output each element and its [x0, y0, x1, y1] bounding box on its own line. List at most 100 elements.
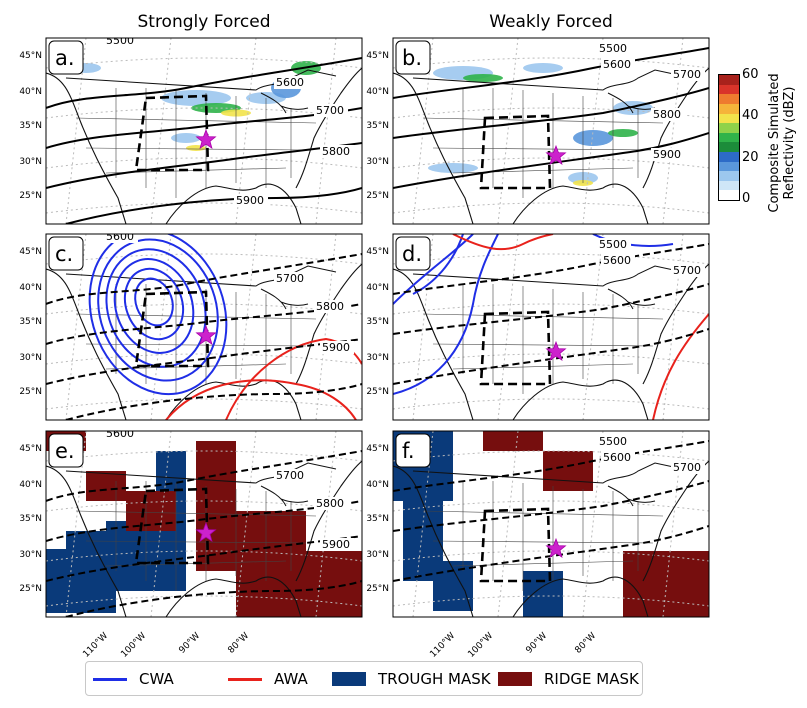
panel-label: f. [402, 439, 415, 463]
map-panel-e: 5600 5700 5800 5900 e. 45°N 40°N 35°N 30°N 25°N [19, 430, 363, 618]
height-contour [46, 253, 362, 305]
map-panel-a: 5500 5600 5700 5800 5900 a. 45°N 40°N 35°N 30°N 25… [19, 34, 363, 225]
analysis-domain-box [479, 310, 552, 386]
cwa-contour [123, 267, 185, 341]
legend-item-awa: AWA [228, 670, 308, 688]
colorbar-tick-40: 40 [742, 108, 759, 123]
analysis-domain-box [479, 114, 552, 190]
location-star-icon [545, 537, 567, 559]
latitude-label: 45°N [19, 247, 42, 257]
longitude-label: 110°W [81, 631, 110, 660]
colorbar-label-line2: Reflectivity (dBZ) [782, 86, 797, 200]
longitude-label: 100°W [119, 631, 148, 660]
contour-label-bg [274, 469, 308, 482]
panel-label: b. [402, 46, 422, 70]
latitude-label: 25°N [19, 191, 42, 201]
latitude-label: 30°N [19, 353, 42, 363]
colorbar-tick-0: 0 [742, 191, 751, 206]
legend: CWA AWA TROUGH MASK RIDGE MASK [85, 661, 643, 696]
contour-label-bg [671, 68, 705, 81]
height-contour [46, 303, 362, 345]
contour-label-bg [104, 38, 138, 47]
location-star-icon [545, 144, 567, 166]
map-frame [392, 37, 710, 225]
contour-label-bg [314, 497, 348, 510]
contour-label-bg [601, 451, 635, 464]
map-frame [392, 430, 710, 618]
longitude-label: 80°W [573, 631, 598, 656]
colorbar-tick-20: 20 [742, 150, 759, 165]
panel-label-box [395, 236, 431, 271]
height-contour [393, 480, 709, 532]
contour-label: 5700 [316, 104, 344, 117]
height-contour [393, 243, 709, 295]
reflectivity-echo [523, 63, 563, 73]
colorbar-segment [719, 151, 739, 162]
colorbar-segment [719, 171, 739, 181]
ridge-mask-region [286, 551, 362, 617]
latitude-label: 45°N [19, 444, 42, 454]
colorbar-segment [719, 180, 739, 191]
panel-label-box [48, 40, 84, 75]
latitude-label: 45°N [366, 444, 389, 454]
colorbar-segment [719, 75, 739, 85]
analysis-domain-box [134, 487, 210, 565]
map-frame [45, 233, 363, 421]
legend-label-ridge: RIDGE MASK [544, 670, 639, 688]
latitude-label: 40°N [366, 480, 389, 490]
contour-label: 5600 [603, 451, 631, 464]
longitude-label: 90°W [524, 631, 549, 656]
colorbar-segment [719, 123, 739, 133]
colorbar-segment [719, 161, 739, 172]
latitude-label: 45°N [366, 247, 389, 257]
column-title-strong: Strongly Forced [137, 12, 271, 32]
map-frame [45, 37, 363, 225]
height-contour [46, 57, 362, 109]
latitude-label: 35°N [366, 317, 389, 327]
height-contour [393, 283, 709, 335]
contour-label: 5800 [653, 108, 681, 121]
reflectivity-echo [161, 90, 231, 106]
height-contour [46, 500, 362, 542]
location-star-icon [195, 521, 217, 543]
contour-label-bg [274, 76, 308, 89]
colorbar-segment [719, 103, 739, 114]
height-contour [393, 132, 709, 189]
height-contour [393, 328, 709, 385]
contour-label: 5600 [603, 254, 631, 267]
contour-label: 5900 [653, 148, 681, 161]
colorbar-segment [719, 84, 739, 95]
legend-item-cwa: CWA [93, 670, 174, 688]
longitude-label: 90°W [177, 631, 202, 656]
trough-mask-region [523, 571, 563, 617]
contour-label: 5500 [599, 435, 627, 448]
latitude-label: 40°N [19, 87, 42, 97]
latitude-label: 35°N [19, 317, 42, 327]
height-contour [393, 525, 709, 582]
reflectivity-echo [608, 129, 638, 137]
contour-label-bg [601, 58, 635, 71]
contour-label: 5500 [106, 34, 134, 47]
contour-label-bg [597, 435, 631, 448]
cwa-contour [88, 234, 228, 396]
colorbar-segment [719, 142, 739, 152]
legend-label-cwa: CWA [139, 670, 174, 688]
contour-label-bg [314, 300, 348, 313]
map-panel-d: 5500 5600 5700 d. 45°N 40°N 35°N 30°N 25°N [366, 233, 710, 421]
contour-label: 5700 [673, 264, 701, 277]
contour-label: 5500 [599, 42, 627, 55]
latitude-label: 30°N [19, 157, 42, 167]
map-frame [392, 233, 710, 421]
colorbar-segment [719, 113, 739, 124]
contour-label: 5600 [276, 76, 304, 89]
contour-label-bg [234, 194, 268, 207]
legend-label-awa: AWA [274, 670, 308, 688]
reflectivity-echo [428, 163, 478, 173]
latitude-label: 25°N [19, 584, 42, 594]
cwa-contour [393, 234, 499, 395]
contour-label-bg [104, 234, 138, 243]
panel-label-box [48, 236, 84, 271]
colorbar-segment [719, 132, 739, 143]
location-star-icon [195, 324, 217, 346]
